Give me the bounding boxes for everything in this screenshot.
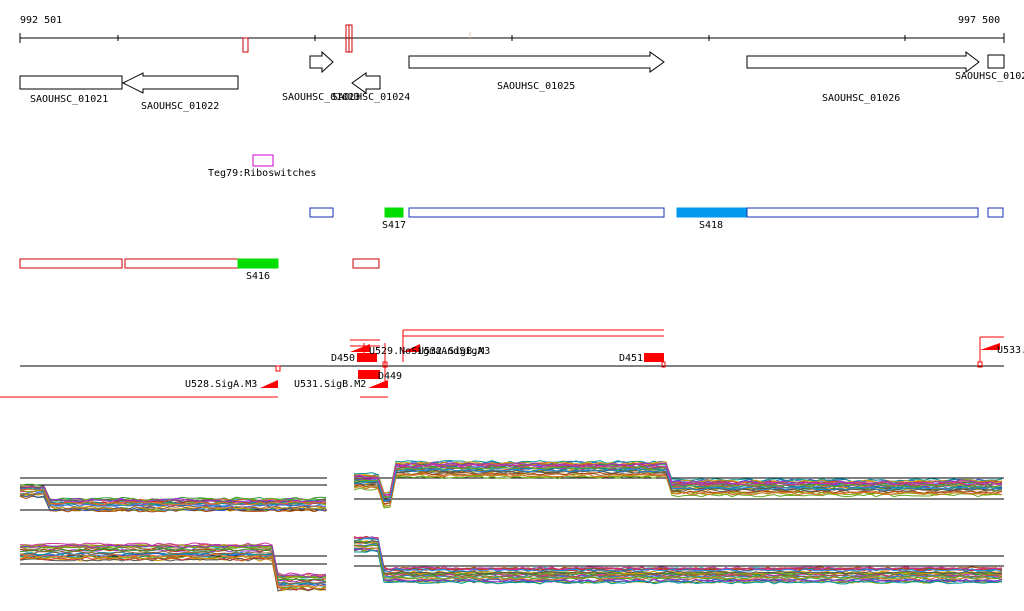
coordinate-ruler: 992 501 997 500 <box>19 15 1005 53</box>
expression-lines <box>19 542 327 592</box>
gene-saouhsc-01022[interactable]: SAOUHSC_01022 <box>121 72 239 112</box>
segment-s416[interactable] <box>237 258 279 269</box>
expression-line <box>353 470 1003 503</box>
feature-label-u531: U531.SigB.M2 <box>294 379 366 390</box>
expression-panel-bottom-left <box>19 542 327 592</box>
promoter-marker[interactable] <box>403 344 420 352</box>
expression-line <box>353 536 1003 572</box>
gene-saouhsc-01026[interactable]: SAOUHSC_01026 <box>746 50 980 104</box>
gene-saouhsc-01021[interactable]: SAOUHSC_01021 <box>19 75 123 105</box>
ruler-start-label: 992 501 <box>20 15 62 26</box>
expression-line <box>19 483 327 501</box>
segment-s418[interactable] <box>676 207 748 218</box>
segment[interactable] <box>309 207 334 218</box>
gene-label: SAOUHSC_01021 <box>30 94 108 105</box>
gene-label: SAOUHSC_01026 <box>822 93 900 104</box>
expression-line <box>19 553 327 588</box>
gene-label: SAOUHSC_01022 <box>141 101 219 112</box>
feature-label-u528: U528.SigA.M3 <box>185 379 257 390</box>
gene-saouhsc-01025[interactable]: SAOUHSC_01025 <box>408 51 665 92</box>
expression-line <box>353 466 1003 499</box>
feature-d449[interactable] <box>358 370 380 379</box>
expression-line <box>353 535 1003 571</box>
gene-saouhsc-01023[interactable]: SAOUHSC_01023 <box>282 50 360 103</box>
expression-line <box>353 537 1003 573</box>
riboswitch-label: Teg79:Riboswitches <box>208 168 316 179</box>
segment-track-minus: S416 <box>19 258 380 282</box>
feature-label-u529: U529.NoSigmaAndSigA <box>369 346 483 357</box>
gene-track: SAOUHSC_01021 SAOUHSC_01022 SAOUHSC_0102… <box>19 50 1024 112</box>
expression-line <box>353 468 1003 502</box>
segment[interactable] <box>408 207 665 218</box>
gene-saouhsc-01027[interactable]: SAOUHSC_01027 <box>955 54 1024 82</box>
expression-panel-top-right <box>353 460 1004 509</box>
expression-line <box>353 463 1003 497</box>
expression-line <box>353 536 1003 571</box>
promoter-marker[interactable] <box>260 380 278 388</box>
gene-label: SAOUHSC_01027 <box>955 71 1024 82</box>
expression-line <box>19 491 327 509</box>
expression-lines <box>353 460 1003 509</box>
feature-label-d449: D449 <box>378 371 402 382</box>
ruler-ticks <box>19 33 1005 43</box>
segment-s417[interactable] <box>384 207 404 218</box>
expression-line <box>19 488 327 506</box>
expression-lines <box>353 535 1003 585</box>
promoter-marker[interactable] <box>980 343 1000 350</box>
expression-line <box>19 486 327 503</box>
segment-label: S417 <box>382 220 406 231</box>
expression-line <box>353 461 1003 494</box>
expression-line <box>353 462 1003 497</box>
promoter-marker[interactable] <box>350 344 370 352</box>
feature-label-u532: U532.SigB.M3 <box>418 346 490 357</box>
expression-line <box>353 473 1003 507</box>
segment-label: S418 <box>699 220 723 231</box>
segment[interactable] <box>987 207 1004 218</box>
expression-line <box>19 488 327 506</box>
segment[interactable] <box>746 207 979 218</box>
feature-label-d450: D450 <box>331 353 355 364</box>
promoter-marker[interactable] <box>368 380 388 388</box>
expression-line <box>19 494 327 512</box>
segment-track-plus: S417 S418 <box>309 207 1004 231</box>
ncrna-marker[interactable] <box>242 37 249 53</box>
ruler-end-label: 997 500 <box>958 15 1000 26</box>
expression-panel-bottom-right <box>353 535 1004 585</box>
riboswitch-feature[interactable]: Teg79:Riboswitches <box>208 154 316 179</box>
expression-line <box>354 549 1003 585</box>
feature-d451[interactable] <box>644 353 664 362</box>
segment[interactable] <box>124 258 239 269</box>
feature-label-u533: U533.SigB.M3 <box>997 345 1024 356</box>
expression-line <box>353 544 1003 580</box>
gene-label: SAOUHSC_01023 <box>282 92 360 103</box>
gene-label: SAOUHSC_01025 <box>497 81 575 92</box>
expression-line <box>353 475 1003 509</box>
expression-panel-top-left <box>19 477 327 513</box>
expression-line <box>353 544 1003 578</box>
expression-line <box>19 492 327 510</box>
feature-d450[interactable] <box>357 353 377 362</box>
expression-line <box>353 473 1003 507</box>
segment[interactable] <box>352 258 380 269</box>
segment[interactable] <box>19 258 123 269</box>
expression-line <box>19 544 327 578</box>
expression-lines <box>19 483 327 513</box>
gene-saouhsc-01024[interactable]: SAOUHSC_01024 <box>332 72 410 103</box>
feature-label-d451: D451 <box>619 353 643 364</box>
feature-track: D450 U529.NoSigmaAndSigA U532.SigB.M3 D4… <box>0 329 1024 398</box>
segment-label: S416 <box>246 271 270 282</box>
gene-label: SAOUHSC_01024 <box>332 92 410 103</box>
expression-line <box>19 548 327 582</box>
